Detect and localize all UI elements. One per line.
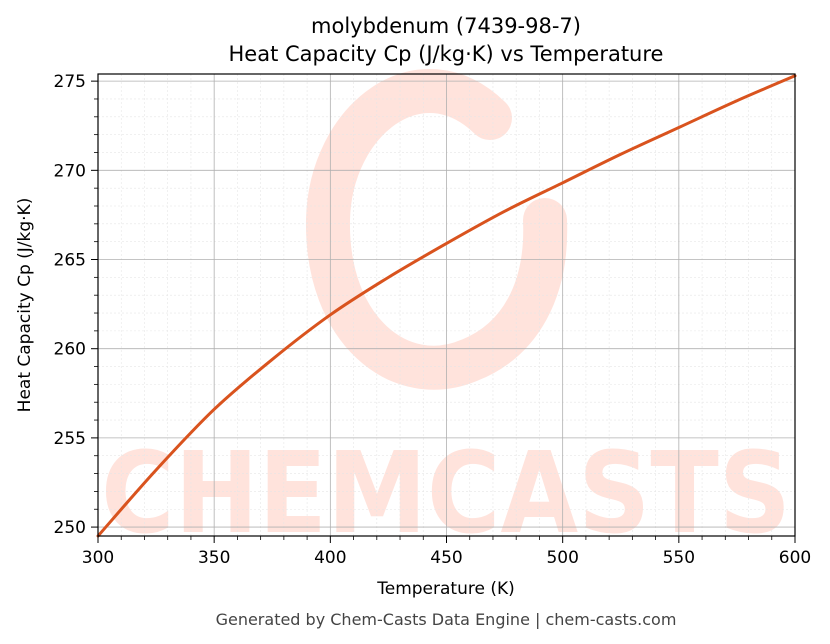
x-tick-label: 600: [779, 548, 811, 568]
chart-title: molybdenum (7439-98-7): [311, 14, 581, 38]
watermark-swirl: [305, 69, 568, 390]
y-axis-ticks: 250 255 260 265 270 275: [54, 72, 98, 538]
y-tick-label: 255: [54, 429, 86, 449]
series-line: [96, 74, 797, 538]
y-tick-label: 250: [54, 518, 86, 538]
x-tick-label: 500: [546, 548, 578, 568]
y-tick-label: 260: [54, 340, 86, 360]
x-tick-label: 400: [314, 548, 346, 568]
x-tick-label: 450: [430, 548, 462, 568]
y-tick-label: 270: [54, 161, 86, 181]
x-tick-label: 550: [663, 548, 695, 568]
x-tick-label: 300: [82, 548, 114, 568]
plot-area: CHEMCASTS: [96, 69, 797, 559]
x-axis-label: Temperature (K): [376, 579, 515, 599]
footer-credit: Generated by Chem-Casts Data Engine | ch…: [216, 610, 677, 629]
x-tick-label: 350: [198, 548, 230, 568]
x-axis-ticks: 300 350 400 450 500 550 600: [82, 536, 811, 568]
y-tick-label: 275: [54, 72, 86, 92]
chart-subtitle: Heat Capacity Cp (J/kg·K) vs Temperature: [229, 42, 664, 66]
y-axis-label: Heat Capacity Cp (J/kg·K): [15, 198, 35, 413]
y-tick-label: 265: [54, 251, 86, 271]
series-layer: [96, 74, 797, 538]
